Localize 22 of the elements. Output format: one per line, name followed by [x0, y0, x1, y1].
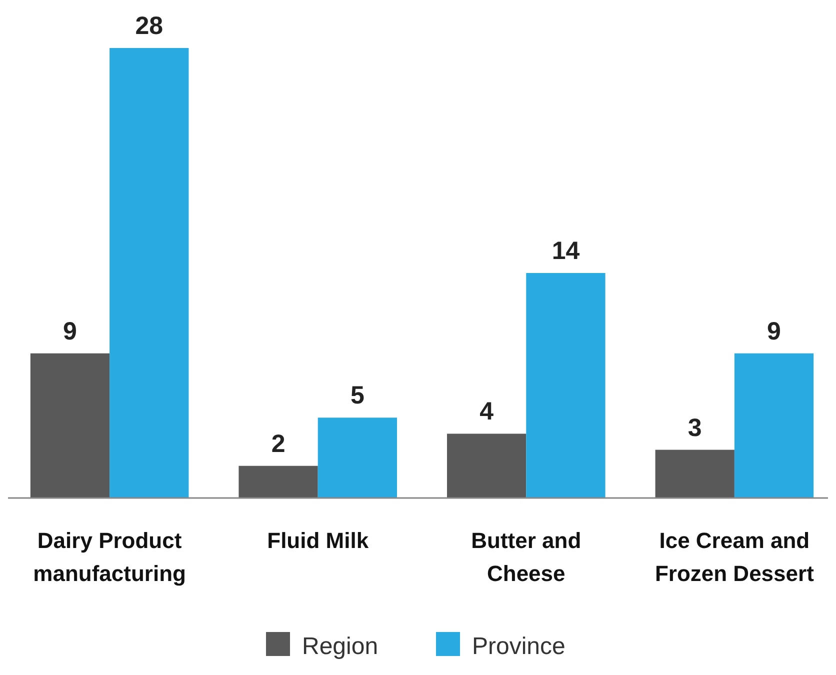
x-tick-label: Butter and Cheese [471, 528, 582, 586]
bar [318, 418, 398, 498]
data-label: 14 [552, 237, 580, 265]
data-label: 9 [767, 317, 781, 346]
data-label: 5 [350, 382, 364, 410]
data-label: 3 [688, 414, 702, 442]
data-label: 2 [271, 430, 286, 458]
legend-label: Region [302, 633, 378, 660]
x-tick-label: Fluid Milk [267, 528, 370, 553]
bar [110, 48, 189, 498]
bar [655, 450, 734, 498]
bar [446, 434, 526, 498]
bar [734, 353, 814, 498]
data-label: 9 [63, 317, 77, 346]
x-tick-label: Dairy Product manufacturing [33, 528, 186, 586]
x-tick-label: Ice Cream and Frozen Dessert [654, 528, 815, 586]
bar [526, 273, 606, 498]
bar [30, 353, 110, 498]
data-label: 4 [480, 398, 494, 426]
legend-label: Province [472, 633, 566, 660]
data-label: 28 [135, 12, 164, 40]
bar [238, 466, 318, 498]
